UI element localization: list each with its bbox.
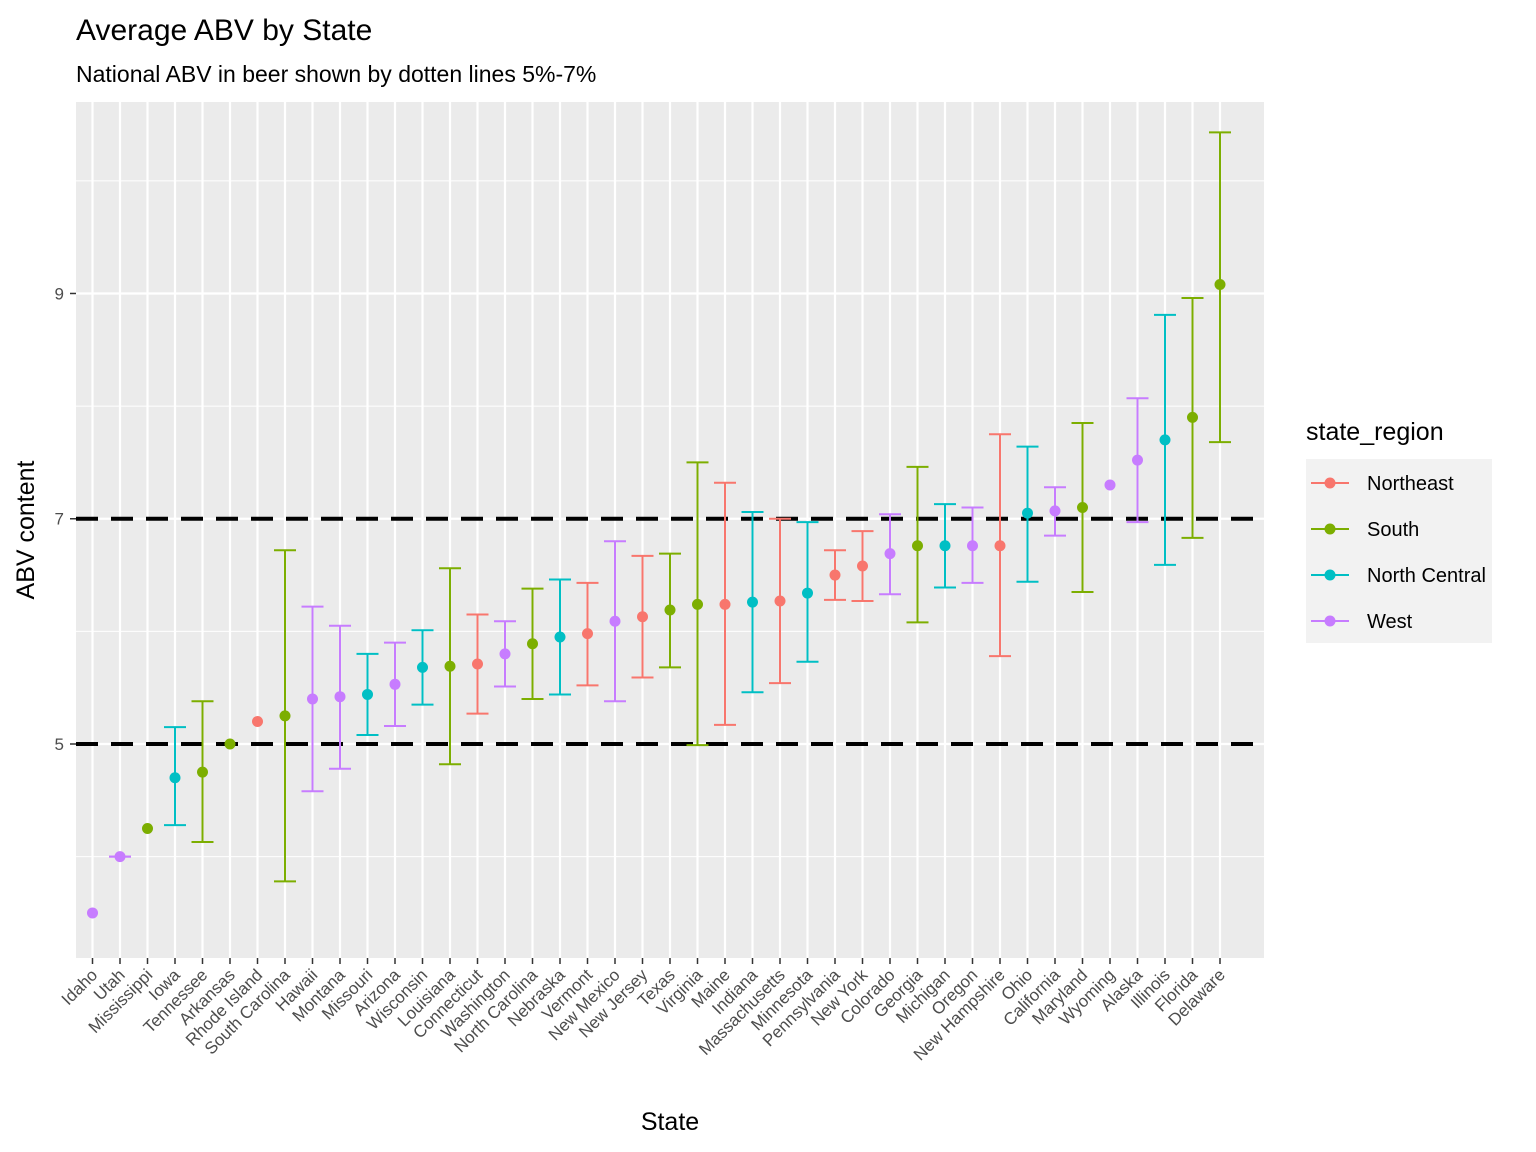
data-point: [252, 715, 263, 727]
data-point: [554, 631, 566, 643]
data-point: [912, 540, 923, 552]
data-point: [114, 851, 126, 863]
data-point: [664, 604, 676, 616]
data-point: [472, 658, 483, 670]
legend-key-point: [1324, 615, 1336, 627]
legend-label: Northeast: [1367, 473, 1454, 495]
data-point: [224, 738, 236, 750]
reference-lines: [76, 516, 1264, 746]
data-point: [142, 822, 153, 834]
chart-title: Average ABV by State: [76, 14, 372, 47]
legend-label: West: [1367, 611, 1413, 633]
legend-label: South: [1367, 519, 1419, 541]
legend-key-point: [1324, 523, 1336, 535]
data-point: [774, 595, 786, 607]
data-point: [967, 540, 978, 552]
data-point: [1022, 507, 1033, 519]
data-point: [1159, 434, 1171, 446]
y-tick-label: 7: [55, 510, 64, 529]
legend-item: Northeast: [1308, 462, 1454, 504]
data-point: [692, 598, 703, 610]
data-point: [1077, 501, 1088, 513]
data-point: [1104, 479, 1116, 491]
legend: state_region Northeast South North Central…: [1306, 418, 1492, 643]
x-axis-title: State: [641, 1108, 699, 1136]
data-point: [857, 560, 868, 572]
data-point: [362, 688, 373, 700]
data-point: [334, 691, 346, 703]
data-point: [829, 569, 841, 581]
data-point: [279, 710, 291, 722]
data-point: [719, 598, 731, 610]
data-point: [499, 648, 511, 660]
legend-items: Northeast South North Central West: [1306, 459, 1492, 643]
legend-key-point: [1324, 477, 1336, 489]
data-point: [609, 615, 621, 627]
data-point: [802, 587, 813, 599]
legend-item: West: [1308, 600, 1413, 642]
data-point: [582, 628, 593, 640]
data-points: [87, 278, 1226, 919]
y-tick-label: 9: [55, 284, 64, 303]
y-axis-ticks: 5 7 9: [55, 284, 76, 754]
data-point: [527, 638, 538, 650]
data-point: [307, 693, 318, 705]
data-point: [1214, 278, 1226, 290]
data-point: [939, 540, 951, 552]
x-axis-ticks: IdahoUtahMississippiIowaTennesseeArkansa…: [58, 958, 1229, 1064]
data-point: [197, 766, 208, 778]
data-point: [1049, 505, 1061, 517]
legend-label: North Central: [1367, 565, 1486, 587]
chart-subtitle: National ABV in beer shown by dotten lin…: [76, 61, 596, 87]
legend-item: South: [1308, 508, 1419, 550]
data-point: [1187, 411, 1198, 423]
data-point: [169, 772, 181, 784]
legend-title: state_region: [1306, 418, 1444, 446]
data-point: [884, 548, 896, 560]
legend-key-point: [1324, 569, 1336, 581]
data-point: [994, 540, 1006, 552]
data-point: [1132, 454, 1143, 466]
y-tick-label: 5: [55, 735, 64, 754]
data-point: [87, 907, 98, 919]
data-point: [417, 661, 428, 673]
legend-item: North Central: [1308, 554, 1486, 596]
y-axis-title: ABV content: [12, 460, 40, 599]
data-point: [444, 660, 456, 672]
data-point: [747, 596, 758, 608]
data-point: [389, 678, 401, 690]
data-point: [637, 611, 648, 623]
